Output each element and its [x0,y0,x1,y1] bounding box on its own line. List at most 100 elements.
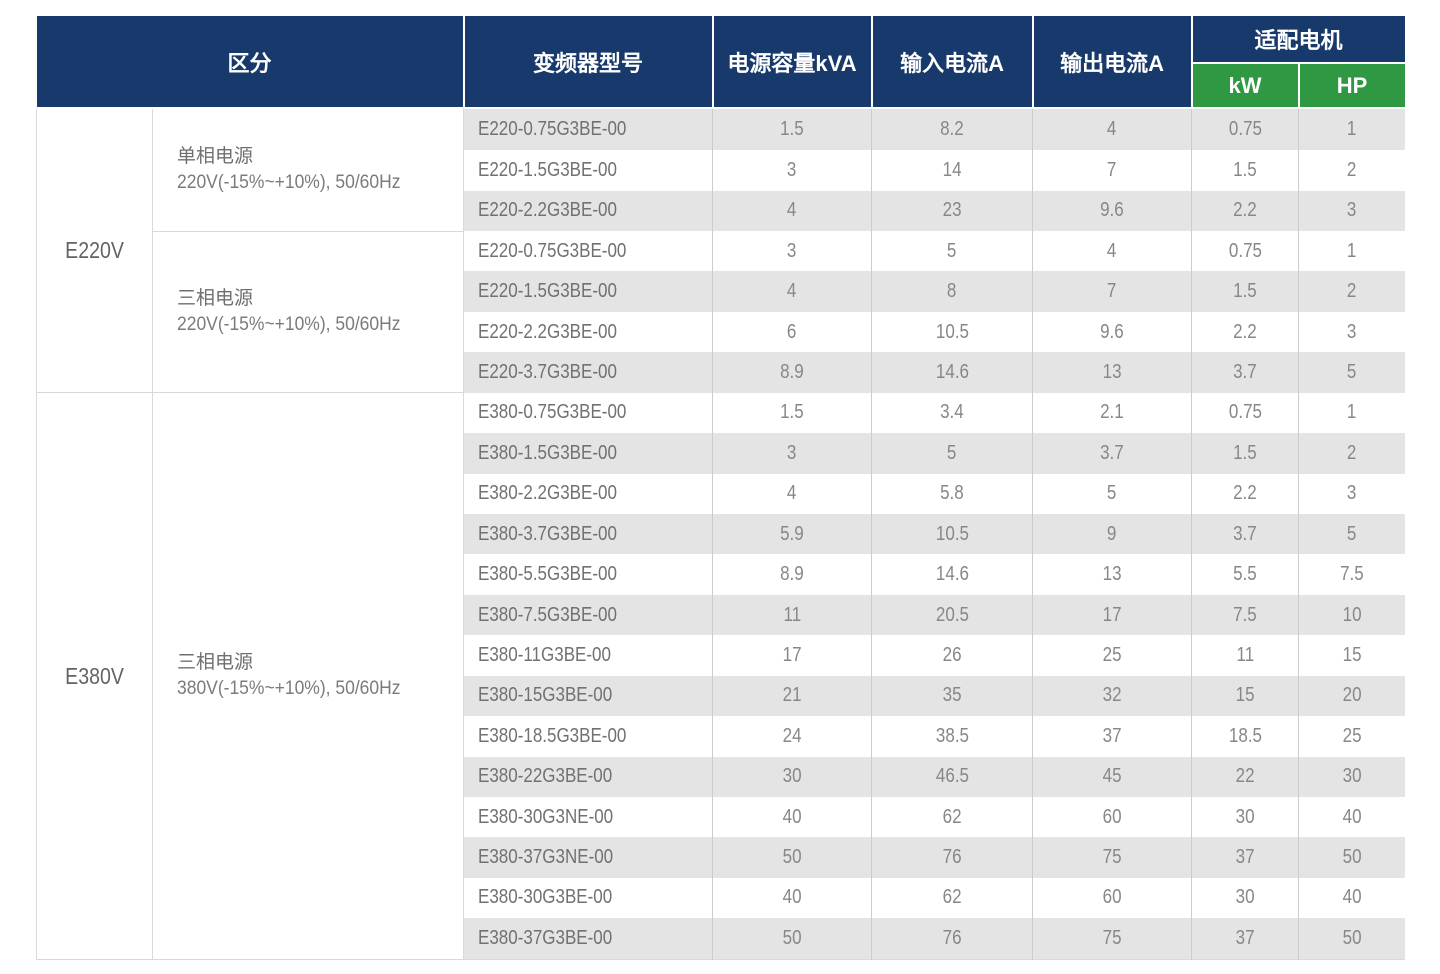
cell-value: 4 [787,199,797,222]
spec-table-container: 区分 变频器型号 电源容量kVA 输入电流A 输出电流A 适配电机 kW HP … [36,16,1405,960]
model-cell: E380-11G3BE-00 [463,635,714,676]
input-current-cell: 14.6 [871,554,1034,595]
model-cell: E380-18.5G3BE-00 [463,716,714,757]
cell-value: 17 [1102,603,1122,626]
cell-value: 2 [1347,280,1357,303]
cell-value: 0.75 [1228,401,1262,424]
cell-value: 5.9 [780,522,804,545]
cell-value: 10 [1342,603,1362,626]
input-current-cell: 20.5 [871,594,1034,636]
cell-value: 0.75 [1228,118,1262,141]
input-current-cell: 14 [871,150,1034,191]
kw-cell: 0.75 [1191,231,1300,272]
capacity-cell: 4 [712,473,873,514]
cell-value: 380V(-15%~+10%), 50/60Hz [177,678,401,700]
cell-value: 45 [1102,765,1122,788]
hp-cell: 1 [1298,231,1405,272]
kw-cell: 2.2 [1191,190,1300,232]
output-current-cell: 60 [1032,877,1193,919]
cell-value: 1 [1347,401,1357,424]
cell-value: 1.5 [780,401,804,424]
cell-value: 13 [1102,360,1122,383]
output-current-cell: 5 [1032,473,1193,514]
model-cell: E380-5.5G3BE-00 [463,554,714,595]
cell-value: 13 [1102,563,1122,586]
cell-value: 3.7 [1233,522,1257,545]
cell-value: 38.5 [935,724,969,747]
cell-value: 50 [782,927,802,950]
model-cell: E220-2.2G3BE-00 [463,311,714,353]
cell-value: E220-2.2G3BE-00 [478,199,617,222]
capacity-cell: 21 [712,675,873,717]
cell-value: 5 [1107,482,1117,505]
cell-value: 8.9 [780,360,804,383]
cell-value: 220V(-15%~+10%), 50/60Hz [177,171,401,193]
input-current-cell: 76 [871,918,1034,960]
kw-cell: 0.75 [1191,392,1300,434]
cell-value: E220-0.75G3BE-00 [478,239,627,262]
cell-value: 46.5 [935,765,969,788]
cell-value: 30 [1342,765,1362,788]
cell-value: 3.7 [1233,360,1257,383]
cell-value: 15 [1342,643,1362,666]
kw-cell: 7.5 [1191,594,1300,636]
header-kw: kW [1191,63,1300,109]
cell-value: 37 [1102,724,1122,747]
cell-value: 0.75 [1228,239,1262,262]
cell-value: 62 [942,805,962,828]
model-cell: E380-22G3BE-00 [463,756,714,797]
output-current-cell: 13 [1032,352,1193,393]
cell-value: 1.5 [780,118,804,141]
cell-value: 1 [1347,118,1357,141]
cell-value: 14.6 [935,360,969,383]
input-current-cell: 5.8 [871,473,1034,514]
cell-value: 3 [787,239,797,262]
kw-cell: 3.7 [1191,513,1300,555]
cell-value: 6 [787,320,797,343]
kw-cell: 22 [1191,756,1300,797]
model-cell: E220-1.5G3BE-00 [463,150,714,191]
cell-value: 37 [1235,927,1255,950]
cell-value: 5 [947,239,957,262]
cell-value: 3 [1347,482,1357,505]
input-current-cell: 8 [871,271,1034,312]
cell-value: 3.7 [1100,441,1124,464]
model-cell: E380-30G3NE-00 [463,796,714,838]
output-current-cell: 9.6 [1032,311,1193,353]
header-hp: HP [1298,63,1405,109]
hp-cell: 1 [1298,108,1405,151]
cell-value: 20 [1342,684,1362,707]
model-cell: E220-0.75G3BE-00 [463,108,714,151]
hp-cell: 2 [1298,433,1405,474]
power-spec: 380V(-15%~+10%), 50/60Hz [177,676,463,702]
input-current-cell: 3.4 [871,392,1034,434]
table-row: E220-3.7G3BE-00 8.9 14.6 13 3.7 5 [37,352,1405,393]
cell-value: 7 [1107,158,1117,181]
capacity-cell: 50 [712,837,873,878]
cell-value: 14 [942,158,962,181]
capacity-cell: 8.9 [712,352,873,393]
cell-value: 5.5 [1233,563,1257,586]
output-current-cell: 32 [1032,675,1193,717]
voltage-cell: E220V [36,108,153,394]
cell-value: 220V(-15%~+10%), 50/60Hz [177,313,401,335]
header-output-current: 输出电流A [1032,16,1193,109]
kw-cell: 18.5 [1191,716,1300,757]
output-current-cell: 60 [1032,796,1193,838]
capacity-cell: 11 [712,594,873,636]
cell-value: 21 [782,684,802,707]
output-current-cell: 4 [1032,231,1193,272]
hp-cell: 2 [1298,150,1405,191]
spec-table-body: E220V 单相电源 220V(-15%~+10%), 50/60Hz E220-0.… [36,108,1405,960]
input-current-cell: 62 [871,796,1034,838]
hp-cell: 3 [1298,311,1405,353]
cell-value: 30 [1235,886,1255,909]
kw-cell: 5.5 [1191,554,1300,595]
cell-value: 25 [1342,724,1362,747]
cell-value: 5.8 [940,482,964,505]
kw-cell: 1.5 [1191,150,1300,191]
capacity-cell: 4 [712,190,873,232]
cell-value: 60 [1102,886,1122,909]
input-current-cell: 8.2 [871,108,1034,151]
input-current-cell: 23 [871,190,1034,232]
